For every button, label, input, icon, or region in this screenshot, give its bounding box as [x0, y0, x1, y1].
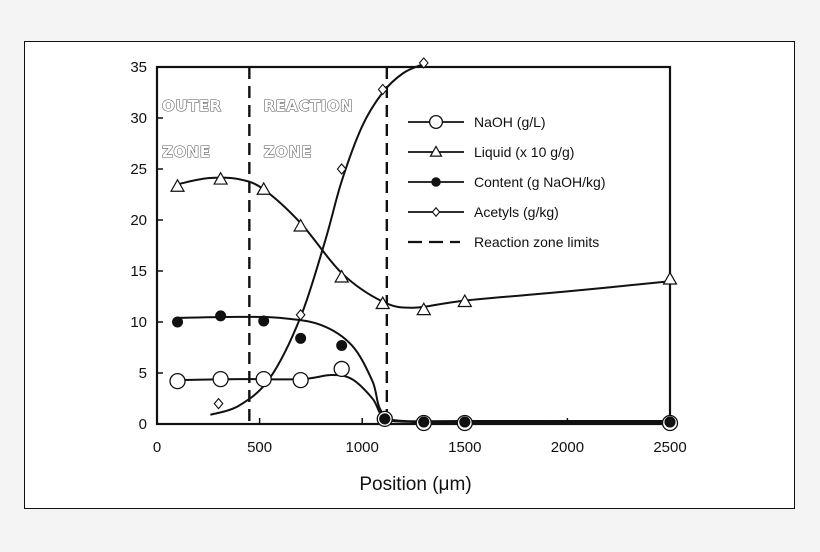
acetyls-point [336, 163, 347, 175]
legend-swatch-marker [429, 145, 443, 157]
acetyls-curve [210, 63, 425, 416]
legend-swatch-marker [431, 206, 441, 218]
content-point [172, 316, 184, 328]
legend-label: Reaction zone limits [474, 234, 599, 250]
content-curve [177, 315, 671, 424]
legend-item: Content (g NaOH/kg) [408, 174, 606, 190]
liquid-point [375, 295, 391, 310]
y-tick-label: 25 [130, 161, 147, 178]
y-tick-label: 5 [139, 365, 147, 382]
acetyls-point [213, 397, 224, 410]
x-tick-label: 1000 [346, 439, 379, 456]
legend-swatch-marker [431, 177, 441, 187]
acetyls-point [418, 57, 429, 69]
y-tick-label: 30 [130, 110, 147, 127]
content-point [215, 310, 227, 322]
legend-label: NaOH (g/L) [474, 114, 546, 130]
x-tick-label: 2000 [551, 439, 584, 456]
liquid-point [416, 302, 432, 316]
content-point [336, 339, 348, 351]
y-tick-label: 20 [130, 212, 147, 229]
acetyls-point [295, 309, 306, 321]
liquid-curve [177, 176, 671, 309]
liquid-point [256, 181, 272, 195]
y-tick-label: 0 [139, 416, 147, 433]
legend-label: Acetyls (g/kg) [474, 204, 559, 220]
legend-item: Reaction zone limits [408, 234, 599, 250]
content-point [258, 315, 270, 327]
x-tick-label: 1500 [448, 439, 481, 456]
naoh-point [333, 360, 350, 378]
legend-swatch-marker [428, 114, 444, 130]
liquid-point [213, 171, 229, 185]
liquid-point [457, 293, 473, 308]
y-tick-label: 10 [130, 314, 147, 331]
zone-label: ZONE [264, 143, 312, 161]
legend-item: Acetyls (g/kg) [408, 204, 559, 220]
y-tick-label: 15 [130, 263, 147, 280]
x-tick-label: 2500 [653, 439, 686, 456]
x-tick-label: 500 [247, 439, 272, 456]
content-point [459, 416, 471, 428]
legend-item: Liquid (x 10 g/g) [408, 144, 574, 160]
y-tick-label: 35 [130, 59, 147, 76]
zone-label: REACTION [264, 97, 354, 115]
content-point [379, 413, 391, 425]
acetyls-point [377, 83, 388, 96]
content-point [295, 332, 307, 344]
x-tick-label: 0 [153, 439, 161, 456]
content-point [664, 416, 676, 428]
figure-frame [24, 41, 795, 509]
legend-label: Content (g NaOH/kg) [474, 174, 606, 190]
liquid-point [334, 269, 350, 283]
zone-label: ZONE [162, 143, 210, 161]
x-axis-title: Position (μm) [359, 474, 471, 495]
liquid-point [662, 271, 678, 285]
liquid-point [169, 178, 186, 192]
liquid-point [293, 218, 309, 232]
naoh-point [212, 370, 229, 388]
naoh-point [255, 370, 272, 388]
legend-label: Liquid (x 10 g/g) [474, 144, 574, 160]
zone-label: OUTER [162, 97, 221, 115]
content-point [418, 416, 430, 428]
naoh-point [169, 373, 186, 390]
naoh-point [292, 371, 309, 389]
legend-item: NaOH (g/L) [408, 114, 546, 130]
